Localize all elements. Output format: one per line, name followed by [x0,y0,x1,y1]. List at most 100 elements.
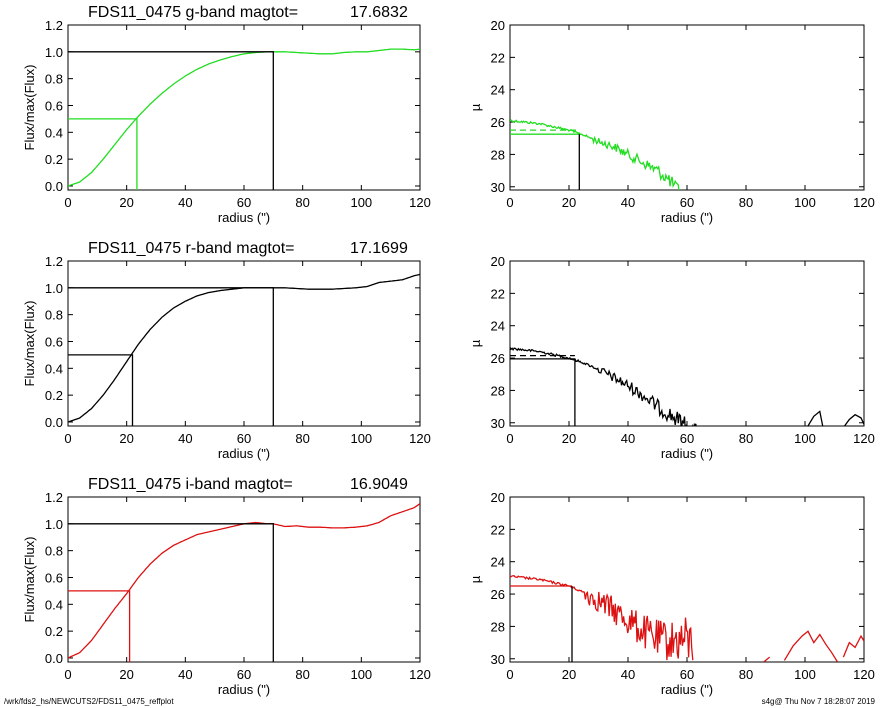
x-tick-label: 100 [350,195,372,210]
y-tick-label: 0.4 [45,361,63,376]
y-tick-label: 20 [491,490,505,505]
y-axis-label: Flux/max(Flux) [22,301,37,387]
growth-curve-marks [68,273,420,426]
x-tick-label: 40 [621,667,635,682]
half-light-marker [68,354,134,426]
y-tick-label: 28 [491,619,505,634]
x-tick-label: 80 [739,195,753,210]
profile-line [510,575,694,661]
growth-curve-panel: 0 20 40 60 80 100 120 0.0 0.2 0.4 0.6 0.8 1.0 1.2 radi… [22,4,431,225]
y-tick-label: 24 [491,319,505,334]
y-tick-label: 26 [491,351,505,366]
panel-title: FDS11_0475 i-band magtot= 16.9049 [88,476,408,493]
half-light-marker [68,118,138,190]
growth-curve-marks [68,503,420,662]
surface-brightness-panel: 0 20 40 60 80 100 120 20 22 24 26 28 30 radius (") µ [468,18,875,225]
y-tick-label: 0.0 [45,415,63,430]
x-tick-label: 40 [178,431,192,446]
total-radius-marker [68,287,274,426]
y-tick-label: 24 [491,555,505,570]
x-tick-label: 120 [409,667,431,682]
plot-frame [509,24,865,191]
y-axis-label: µ [468,339,483,347]
x-tick-label: 60 [237,431,251,446]
y-tick-label: 30 [491,416,505,431]
y-axis-label: µ [468,575,483,583]
profile-outer-segment [842,634,864,658]
x-tick-label: 0 [506,667,513,682]
y-tick-label: 22 [491,50,505,65]
x-axis-label: radius (") [218,446,270,461]
profile-line [510,347,697,426]
profile-outer-segment [763,656,771,662]
surface-brightness-panel: 0 20 40 60 80 100 120 20 22 24 26 28 30 radius (") µ [468,490,875,697]
growth-curve-panel: 0 20 40 60 80 100 120 0.0 0.2 0.4 0.6 0.8 1.0 1.2 radi… [22,476,431,697]
x-tick-label: 20 [119,195,133,210]
y-tick-label: 0.2 [45,152,63,167]
x-tick-label: 40 [178,667,192,682]
y-axis-label: Flux/max(Flux) [22,537,37,623]
x-tick-label: 120 [409,195,431,210]
x-tick-label: 80 [295,431,309,446]
growth-curve-line [68,503,420,659]
half-light-marker [68,590,131,662]
x-tick-label: 20 [562,667,576,682]
y-axis-label: Flux/max(Flux) [22,65,37,151]
x-tick-label: 100 [350,667,372,682]
y-tick-label: 0.6 [45,98,63,113]
y-tick-label: 0.8 [45,544,63,559]
y-tick-label: 1.2 [45,490,63,505]
y-tick-label: 0.2 [45,624,63,639]
x-tick-label: 40 [178,195,192,210]
x-tick-label: 20 [562,195,576,210]
profile-marks [510,575,864,662]
x-axis-label: radius (") [218,210,270,225]
y-tick-label: 0.6 [45,334,63,349]
y-tick-label: 1.0 [45,281,63,296]
y-tick-label: 1.0 [45,45,63,60]
y-tick-label: 0.6 [45,570,63,585]
x-tick-label: 20 [562,431,576,446]
x-tick-label: 60 [680,667,694,682]
x-axis-label: radius (") [218,682,270,697]
x-tick-label: 80 [295,195,309,210]
panel-title-magtot: 16.9049 [350,476,408,493]
x-tick-label: 60 [680,431,694,446]
panel-title-text: FDS11_0475 g-band magtot= [88,4,298,21]
y-tick-label: 26 [491,115,505,130]
x-tick-label: 80 [739,667,753,682]
plot-frame [67,24,421,191]
x-tick-label: 0 [64,667,71,682]
panel-title-magtot: 17.6832 [350,4,408,21]
x-tick-label: 0 [506,195,513,210]
x-tick-label: 0 [64,431,71,446]
x-axis-label: radius (") [661,210,713,225]
x-tick-label: 0 [64,195,71,210]
total-radius-marker [68,51,274,190]
panel-title: FDS11_0475 r-band magtot= 17.1699 [88,240,408,257]
plot-frame [67,260,421,427]
growth-curve-panel: 0 20 40 60 80 100 120 0.0 0.2 0.4 0.6 0.8 1.0 1.2 radi… [22,240,431,461]
profile-marks [510,347,864,426]
footer-timestamp: s4g@ Thu Nov 7 18:28:07 2019 [761,697,875,706]
x-tick-label: 100 [794,431,816,446]
x-tick-label: 120 [409,431,431,446]
x-tick-label: 120 [853,667,875,682]
y-tick-label: 1.2 [45,254,63,269]
y-tick-label: 0.8 [45,72,63,87]
y-tick-label: 22 [491,522,505,537]
x-tick-label: 40 [621,431,635,446]
x-tick-label: 60 [237,667,251,682]
x-tick-label: 100 [350,431,372,446]
x-tick-label: 80 [739,431,753,446]
y-tick-label: 28 [491,383,505,398]
y-tick-label: 0.0 [45,179,63,194]
y-tick-label: 30 [491,180,505,195]
y-tick-label: 22 [491,286,505,301]
panel-title: FDS11_0475 g-band magtot= 17.6832 [88,4,408,21]
x-tick-label: 120 [853,431,875,446]
x-tick-label: 60 [237,195,251,210]
profile-outer-segment [783,630,839,662]
y-tick-label: 26 [491,587,505,602]
